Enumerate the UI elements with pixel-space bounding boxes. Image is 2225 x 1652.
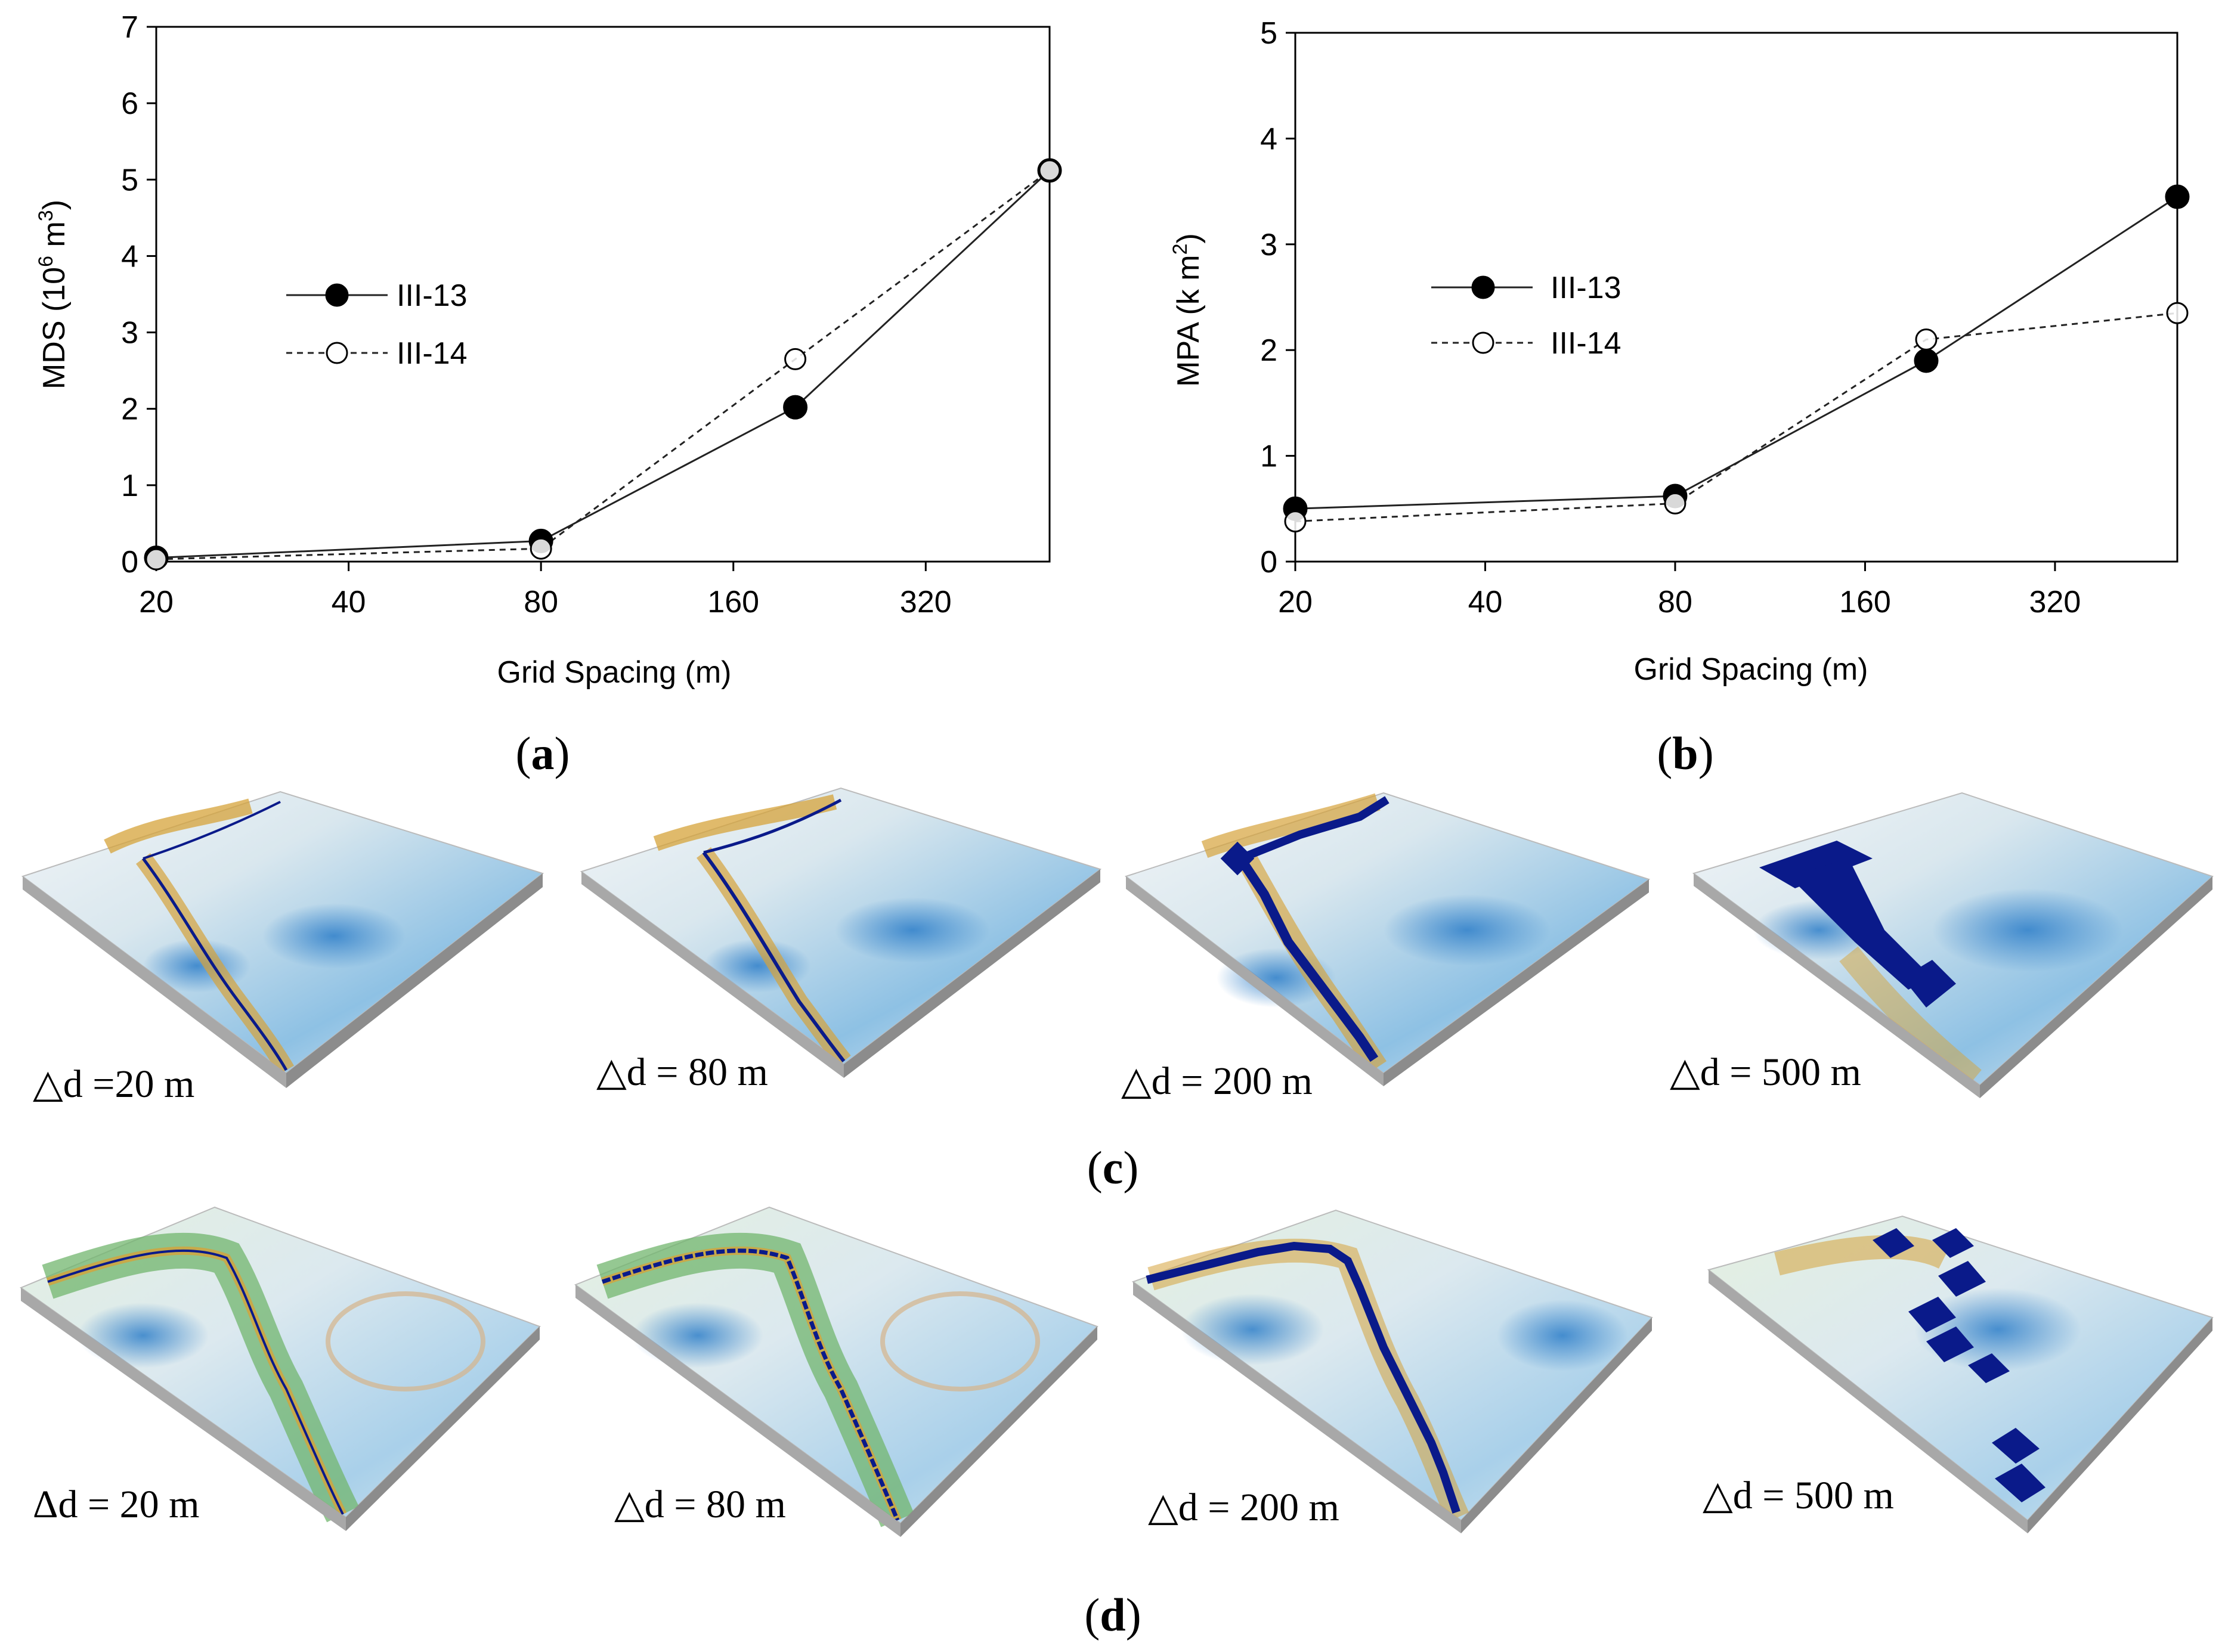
chart-a-legend-label-iii-13: III-13 <box>397 278 468 313</box>
terrain-d-500m-label: △d = 500 m <box>1703 1474 1894 1517</box>
chartB-line-iii-14 <box>1295 312 2178 523</box>
chartA-x-tick-label: 320 <box>900 585 952 619</box>
chart-a-x-axis: 20 40 80 160 320 <box>139 562 952 619</box>
terrain-d-20m-label: Δd = 20 m <box>33 1483 200 1526</box>
chartA-point-iii-14 <box>784 348 807 370</box>
panel-label-c: (c) <box>1087 1142 1139 1194</box>
chart-a-series <box>144 158 1062 571</box>
terrain-c-20m: △d =20 m <box>21 791 544 1106</box>
chartB-y-tick-label: 0 <box>1260 545 1277 579</box>
chartB-x-tick-label: 20 <box>1278 585 1313 619</box>
chart-b-y-axis: 0 1 2 3 4 5 <box>1260 16 1295 579</box>
chartB-y-tick-label: 4 <box>1260 122 1277 156</box>
chart-b-legend-label-iii-14: III-14 <box>1551 326 1621 361</box>
chartB-point-iii-13 <box>2165 184 2190 209</box>
chartA-x-tick-label: 160 <box>707 585 759 619</box>
chartB-point-iii-14 <box>1664 492 1686 514</box>
chartA-y-tick-label: 5 <box>121 163 138 197</box>
chart-b-legend-marker-open <box>1472 331 1494 354</box>
terrain-c-80m-label: △d = 80 m <box>596 1050 768 1094</box>
chart-a-legend-marker-open <box>326 342 348 364</box>
chart-b-x-axis-title: Grid Spacing (m) <box>1634 652 1868 687</box>
panel-label-b: (b) <box>1657 727 1713 779</box>
chartB-x-tick-label: 320 <box>2029 585 2081 619</box>
chartB-y-tick-label: 3 <box>1260 228 1277 262</box>
chartB-y-tick-label: 5 <box>1260 16 1277 51</box>
chart-b-x-axis: 20 40 80 160 320 <box>1278 562 2081 619</box>
chartA-y-tick-label: 6 <box>121 86 138 121</box>
chartA-line-iii-14 <box>156 169 1050 560</box>
terrain-d-200m-label: △d = 200 m <box>1148 1486 1339 1529</box>
terrain-c-200m: △d = 200 m <box>1121 792 1651 1103</box>
chartA-x-tick-label: 80 <box>524 585 558 619</box>
chart-b-series <box>1283 184 2190 533</box>
terrain-c-500m-label: △d = 500 m <box>1670 1050 1861 1094</box>
chart-a-mds: 0 1 2 3 4 5 6 7 20 40 80 160 320 Grid Spacing (m) M… <box>35 10 1062 690</box>
chartA-x-tick-label: 40 <box>332 585 366 619</box>
chart-b-y-axis-title: MPA (k m2) <box>1169 233 1206 387</box>
panel-label-a: (a) <box>516 727 570 779</box>
chartB-point-iii-14 <box>2166 302 2189 324</box>
chart-b-legend-label-iii-13: III-13 <box>1551 271 1621 305</box>
chart-b-mpa: 0 1 2 3 4 5 20 40 80 160 320 Grid Spacing (m) MPA… <box>1169 16 2190 687</box>
chartB-point-iii-13 <box>1914 348 1939 373</box>
chartB-point-iii-14 <box>1915 328 1938 351</box>
chartA-point-iii-14 <box>1038 159 1061 182</box>
chartB-line-iii-13 <box>1295 196 2178 510</box>
chart-a-x-axis-title: Grid Spacing (m) <box>497 655 732 690</box>
chartA-point-iii-14 <box>145 548 168 571</box>
terrain-d-80m: △d = 80 m <box>574 1206 1098 1537</box>
chart-a-legend-label-iii-14: III-14 <box>397 336 468 371</box>
chart-a-legend-marker-filled <box>325 283 349 307</box>
chartA-y-tick-label: 1 <box>121 469 138 503</box>
chart-b-legend: III-13 III-14 <box>1431 271 1621 361</box>
terrain-row-c: △d =20 m △d = 80 m △d = 2 <box>21 787 2214 1106</box>
chartA-y-tick-label: 3 <box>121 316 138 351</box>
terrain-d-20m: Δd = 20 m <box>19 1206 541 1531</box>
chart-a-y-axis-title: MDS (106 m3) <box>35 200 72 389</box>
terrain-c-200m-label: △d = 200 m <box>1121 1059 1313 1103</box>
terrain-c-20m-label: △d =20 m <box>33 1062 194 1106</box>
chartA-line-iii-13 <box>156 169 1051 559</box>
chartB-x-tick-label: 40 <box>1468 585 1503 619</box>
chartB-x-tick-label: 80 <box>1658 585 1692 619</box>
terrain-c-80m: △d = 80 m <box>580 787 1102 1094</box>
chartA-y-tick-label: 4 <box>121 239 138 274</box>
chart-b-plot-frame <box>1294 32 2178 563</box>
terrain-d-200m: △d = 200 m <box>1131 1209 1653 1533</box>
chartB-point-iii-14 <box>1284 510 1307 533</box>
chartA-y-tick-label: 0 <box>121 545 138 579</box>
terrain-d-80m-label: △d = 80 m <box>614 1483 786 1526</box>
chart-a-plot-frame <box>155 26 1051 563</box>
chartA-point-iii-14 <box>530 537 552 560</box>
chartA-point-iii-13 <box>783 395 808 420</box>
chartA-x-tick-label: 20 <box>139 585 174 619</box>
chartB-y-tick-label: 2 <box>1260 333 1277 368</box>
chartA-y-tick-label: 7 <box>121 10 138 45</box>
chart-a-legend: III-13 III-14 <box>286 278 468 371</box>
chartB-y-tick-label: 1 <box>1260 439 1277 474</box>
chartB-x-tick-label: 160 <box>1839 585 1891 619</box>
terrain-d-500m: △d = 500 m <box>1703 1215 2214 1533</box>
terrain-row-d: Δd = 20 m △d = 80 m △d = 200 m <box>19 1206 2214 1537</box>
panel-label-d: (d) <box>1084 1589 1141 1641</box>
chart-a-y-axis: 0 1 2 3 4 5 6 7 <box>121 10 156 579</box>
chartA-y-tick-label: 2 <box>121 392 138 427</box>
terrain-c-500m: △d = 500 m <box>1670 792 2214 1098</box>
chart-b-legend-marker-filled <box>1471 275 1495 299</box>
